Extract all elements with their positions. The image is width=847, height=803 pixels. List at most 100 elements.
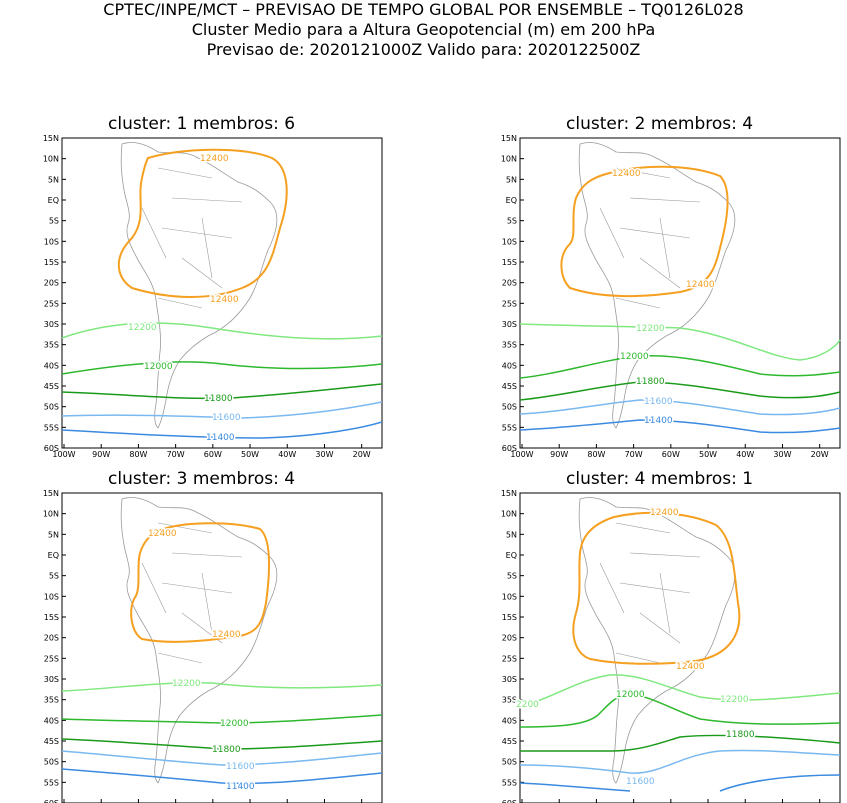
lat-label: 20S [502, 279, 517, 288]
lat-label: 5N [506, 530, 517, 539]
map-cluster-4: 15N 10N 5N EQ 5S 10S 15S 20S 25S 30S 35S 40S 45S 50S 5… [501, 489, 841, 803]
contour-11800 [61, 738, 383, 750]
lat-label: 5S [507, 572, 517, 581]
lat-label: 15S [44, 613, 59, 622]
lat-label: 15N [43, 489, 59, 498]
label-12400-bottom: 12400 [212, 630, 241, 640]
lat-label: 20S [44, 634, 59, 643]
lat-label: 35S [44, 696, 59, 705]
map-frame [61, 492, 383, 803]
header-line-1: CPTEC/INPE/MCT – PREVISAO DE TEMPO GLOBA… [103, 0, 744, 19]
lon-label: 100W [52, 450, 75, 459]
lat-label: 5S [49, 572, 59, 581]
lat-label: 15S [502, 613, 517, 622]
lat-label: 45S [502, 382, 517, 391]
contour-11800 [519, 734, 841, 752]
lat-label: 5N [506, 175, 517, 184]
map-cluster-2: 15N 10N 5N EQ 5S 10S 15S 20S 25S 30S 35S 40S 45S 50S 5… [501, 134, 841, 459]
lat-label: 10N [43, 510, 59, 519]
label-12200: 12200 [636, 324, 665, 334]
lon-label: 80W [129, 450, 147, 459]
lat-label: 60S [502, 799, 517, 803]
lon-label: 50W [699, 450, 717, 459]
coastline [120, 497, 278, 784]
lon-label: 60W [204, 450, 222, 459]
contour-11600 [519, 399, 841, 416]
lat-label: 50S [44, 758, 59, 767]
lat-label: 50S [502, 403, 517, 412]
lat-label: 25S [44, 299, 59, 308]
contour-12400 [560, 165, 729, 298]
lat-label: 35S [502, 341, 517, 350]
lat-label: 10N [43, 155, 59, 164]
lat-label: 55S [502, 423, 517, 432]
contour-11400 [519, 774, 841, 792]
lat-label: 40S [44, 716, 59, 725]
lat-label: 45S [44, 382, 59, 391]
lat-label: 30S [502, 320, 517, 329]
contour-11600 [61, 750, 383, 766]
label-12000: 12000 [144, 362, 173, 372]
lat-label: 10N [501, 155, 517, 164]
contour-12200 [519, 323, 841, 361]
lon-label: 70W [625, 450, 643, 459]
lat-label: 50S [44, 403, 59, 412]
header-line-2: Cluster Medio para a Altura Geopotencial… [191, 20, 656, 39]
label-12000: 12000 [220, 719, 249, 729]
lat-label: 45S [44, 737, 59, 746]
label-12400-bottom: 12400 [676, 662, 705, 672]
lon-label: 90W [550, 450, 568, 459]
contour-11800 [61, 383, 383, 400]
lat-label: 30S [44, 320, 59, 329]
lon-label: 50W [241, 450, 259, 459]
contour-12000 [519, 694, 841, 728]
label-11400: 11400 [644, 416, 673, 426]
panel-title: cluster: 4 membros: 1 [566, 469, 754, 489]
lat-label: 15N [501, 489, 517, 498]
lat-label: EQ [48, 196, 59, 205]
contour-12000 [61, 361, 383, 375]
country-borders [599, 522, 701, 664]
lat-label: 5S [49, 217, 59, 226]
contour-11800 [519, 381, 841, 401]
lat-label: EQ [506, 196, 517, 205]
lat-label: 5N [48, 175, 59, 184]
lat-label: EQ [506, 551, 517, 560]
lat-label: 10N [501, 510, 517, 519]
lon-label: 20W [811, 450, 829, 459]
lat-label: 30S [44, 675, 59, 684]
lat-label: 40S [44, 361, 59, 370]
label-12400-top: 12400 [650, 508, 679, 518]
contours: 12400 12400 12200 12000 11800 11600 1140… [519, 165, 841, 434]
contour-12400 [117, 148, 288, 298]
contour-12200 [61, 681, 383, 692]
panel-cluster-3: cluster: 3 membros: 4 15N 10N 5N EQ 5S 10S 15S… [0, 465, 400, 803]
map-frame [61, 137, 383, 449]
label-11800: 11800 [212, 745, 241, 755]
lon-label: 20W [353, 450, 371, 459]
contour-12400 [130, 522, 271, 643]
map-cluster-3: 15N 10N 5N EQ 5S 10S 15S 20S 25S 30S 35S 40S 45S 50S 5… [43, 489, 383, 803]
lat-label: 15N [43, 134, 59, 143]
lon-label: 60W [662, 450, 680, 459]
panel-title: cluster: 1 membros: 6 [108, 114, 296, 134]
label-12400-bottom: 12400 [686, 280, 715, 290]
header-line-3: Previsao de: 2020121000Z Valido para: 20… [206, 40, 641, 59]
lat-label: 30S [502, 675, 517, 684]
panel-cluster-2: cluster: 2 membros: 4 15N 10N 5N EQ 5S 10S 15S… [458, 110, 847, 459]
lat-label: 60S [44, 799, 59, 803]
label-12400-top: 12400 [148, 529, 177, 539]
contour-12200 [61, 322, 383, 340]
lon-label: 30W [773, 450, 791, 459]
coastline [578, 142, 736, 429]
contour-11600 [519, 749, 841, 774]
label-12000: 12000 [620, 352, 649, 362]
lat-label: 15S [44, 258, 59, 267]
lon-label: 90W [92, 450, 110, 459]
label-12400-bottom: 12400 [210, 295, 239, 305]
lat-label: 35S [502, 696, 517, 705]
label-11400: 11400 [226, 782, 255, 792]
lon-label: 30W [315, 450, 333, 459]
lat-label: 55S [44, 423, 59, 432]
lat-label: 15S [502, 258, 517, 267]
